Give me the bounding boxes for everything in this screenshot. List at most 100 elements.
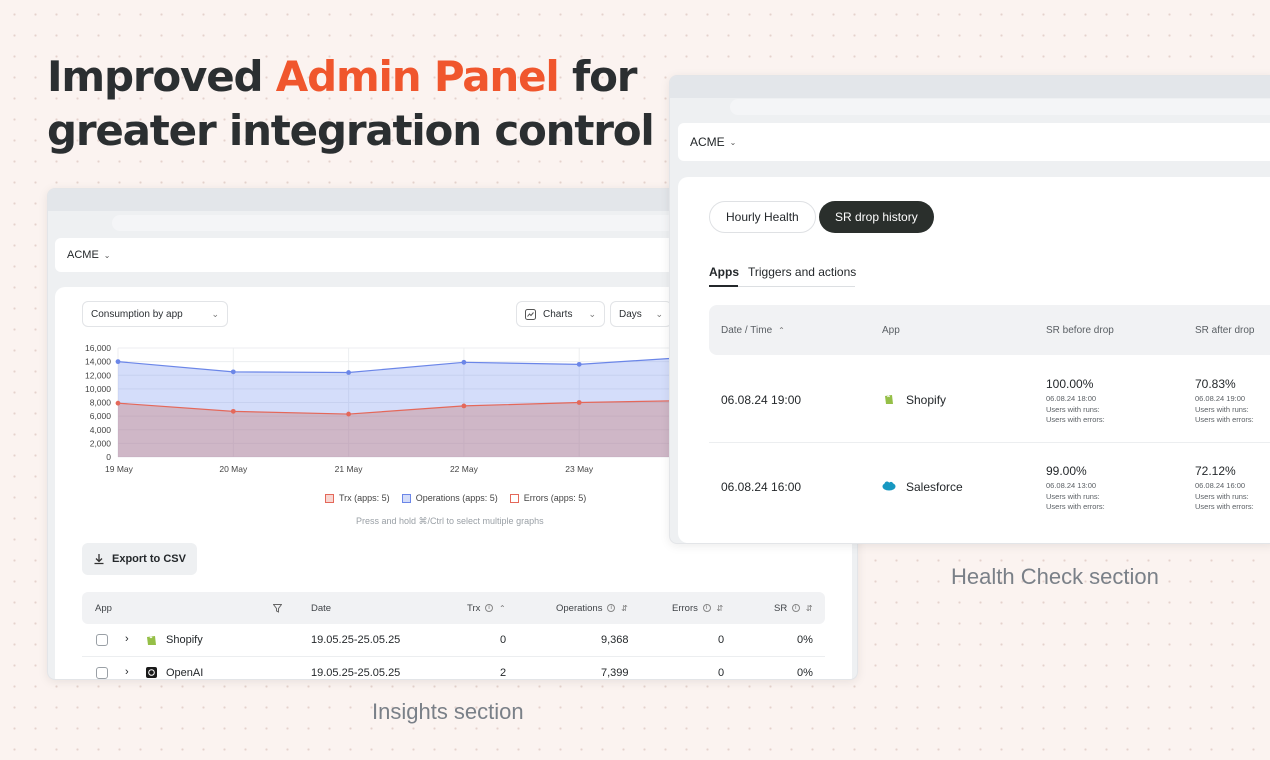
tab-hourly-health[interactable]: Hourly Health [709, 201, 816, 233]
x-tick-label: 20 May [219, 464, 248, 474]
col-header-sr[interactable]: SR i ⇵ [774, 603, 813, 614]
table-row[interactable]: 06.08.24 19:00 Shopify 100.00% 06.08.24 … [709, 357, 1270, 443]
health-panel: Hourly Health SR drop history Apps Trigg… [678, 177, 1270, 543]
info-icon[interactable]: i [485, 604, 494, 613]
users-with-runs-label: Users with runs: [1046, 491, 1100, 501]
info-icon[interactable]: i [791, 604, 800, 613]
expand-chevron-icon[interactable]: › [125, 666, 129, 678]
y-tick-label: 2,000 [90, 438, 112, 448]
data-point-trx [346, 411, 351, 417]
y-tick-label: 4,000 [90, 425, 112, 435]
export-csv-button[interactable]: Export to CSV [82, 543, 197, 575]
shopify-icon [885, 395, 893, 404]
consumption-select[interactable]: Consumption by app ⌄ [82, 301, 228, 327]
info-icon[interactable]: i [702, 604, 711, 613]
sort-icon[interactable]: ⇵ [805, 604, 813, 613]
sr-after-time: 06.08.24 16:00 [1195, 481, 1246, 490]
series-line-trx [117, 399, 695, 415]
users-with-runs-label: Users with runs: [1195, 404, 1249, 414]
col-header-date[interactable]: Date [311, 603, 332, 614]
col-header-datetime[interactable]: Date / Time ⌃ [721, 325, 785, 336]
data-point-operations [576, 361, 582, 367]
row-trx: 0 [500, 634, 507, 646]
headline-text-end: for [558, 52, 637, 101]
y-tick-label: 14,000 [85, 357, 111, 367]
col-header-sr-after[interactable]: SR after drop [1195, 325, 1255, 336]
app-name: OpenAI [166, 667, 204, 679]
app-name: Salesforce [906, 480, 963, 494]
info-icon[interactable]: i [607, 604, 616, 613]
legend-swatch-operations [401, 493, 411, 503]
row-datetime: 06.08.24 19:00 [721, 393, 802, 407]
sort-asc-icon[interactable]: ⌃ [499, 604, 506, 613]
table-row[interactable]: › OpenAI 19.05.25-25.05.25 2 7,399 0 0% [82, 658, 825, 679]
tab-sr-drop-history[interactable]: SR drop history [819, 201, 934, 233]
insights-table-header: App Date Trx i ⌃ Operations i ⇵ Errors i ⇵ … [82, 592, 825, 624]
col-header-errors[interactable]: Errors i ⇵ [672, 603, 723, 614]
y-tick-label: 10,000 [85, 384, 111, 394]
openai-icon [146, 667, 157, 678]
download-icon [94, 554, 104, 565]
trend-chart-icon[interactable] [96, 667, 108, 679]
legend-label-operations: Operations (apps: 5) [415, 493, 498, 503]
data-point-operations [230, 369, 236, 375]
address-bar[interactable] [112, 215, 732, 231]
table-row[interactable]: › Shopify 19.05.25-25.05.25 0 9,368 0 0% [82, 625, 825, 657]
trend-chart-icon[interactable] [96, 634, 108, 646]
legend-item-operations[interactable]: Operations (apps: 5) [401, 493, 498, 503]
col-header-operations[interactable]: Operations i ⇵ [556, 603, 628, 614]
x-tick-label: 23 May [565, 464, 594, 474]
x-tick-label: 21 May [335, 464, 364, 474]
col-header-sr-before[interactable]: SR before drop [1046, 325, 1114, 336]
chevron-down-icon: ⌄ [211, 308, 219, 319]
col-header-operations-label: Operations [556, 603, 603, 614]
chevron-down-icon: ⌄ [729, 137, 737, 147]
sort-icon[interactable]: ⇵ [621, 604, 628, 613]
sr-before-details: 06.08.24 18:00 Users with runs: Users wi… [1046, 394, 1105, 426]
col-header-trx-label: Trx [467, 603, 481, 614]
users-with-errors-label: Users with errors: [1046, 502, 1105, 511]
subtab-underline [738, 286, 855, 287]
row-errors: 0 [718, 634, 725, 646]
row-trx: 2 [500, 667, 507, 679]
y-tick-label: 8,000 [90, 398, 112, 408]
shopify-icon [147, 636, 156, 645]
salesforce-icon [882, 481, 896, 491]
y-tick-label: 12,000 [85, 370, 111, 380]
row-date: 19.05.25-25.05.25 [311, 667, 401, 679]
col-header-app[interactable]: App [95, 603, 112, 614]
sr-after-details: 06.08.24 19:00 Users with runs: Users wi… [1195, 394, 1254, 426]
filter-icon[interactable] [273, 604, 282, 613]
health-window: ACME ⌄ Hourly Health SR drop history App… [669, 75, 1270, 544]
sr-after-details: 06.08.24 16:00 Users with runs: Users wi… [1195, 481, 1254, 513]
sr-after-time: 06.08.24 19:00 [1195, 394, 1246, 403]
series-line-operations [117, 356, 695, 374]
window-titlebar [48, 189, 857, 211]
col-header-app[interactable]: App [882, 325, 900, 336]
org-selector[interactable]: ACME ⌄ [678, 123, 1270, 161]
table-row[interactable]: 06.08.24 16:00 Salesforce 99.00% 06.08.2… [709, 444, 1270, 530]
data-point-trx [576, 400, 582, 405]
sr-before-details: 06.08.24 13:00 Users with runs: Users wi… [1046, 481, 1105, 513]
data-point-operations [346, 370, 351, 375]
subtab-apps[interactable]: Apps [709, 265, 739, 279]
legend-item-errors[interactable]: Errors (apps: 5) [509, 493, 586, 503]
col-header-trx[interactable]: Trx i ⌃ [467, 603, 506, 614]
chevron-down-icon: ⌄ [655, 308, 663, 319]
sr-after-value: 70.83% [1195, 377, 1236, 391]
legend-item-trx[interactable]: Trx (apps: 5) [325, 493, 390, 503]
sort-asc-icon[interactable]: ⌃ [778, 326, 785, 335]
legend-label-trx: Trx (apps: 5) [339, 493, 390, 503]
charts-select[interactable]: Charts ⌄ [516, 301, 605, 327]
address-bar[interactable] [730, 99, 1270, 115]
series-area-operations [118, 356, 695, 457]
users-with-errors-label: Users with errors: [1195, 502, 1254, 511]
y-tick-label: 16,000 [85, 343, 111, 353]
col-header-datetime-label: Date / Time [721, 325, 773, 336]
row-datetime: 06.08.24 16:00 [721, 480, 802, 494]
sort-icon[interactable]: ⇵ [716, 604, 724, 613]
days-select[interactable]: Days ⌄ [610, 301, 672, 327]
subtab-triggers-and-actions[interactable]: Triggers and actions [748, 265, 857, 279]
expand-chevron-icon[interactable]: › [125, 633, 129, 645]
headline-line-2: greater integration control [47, 106, 655, 155]
